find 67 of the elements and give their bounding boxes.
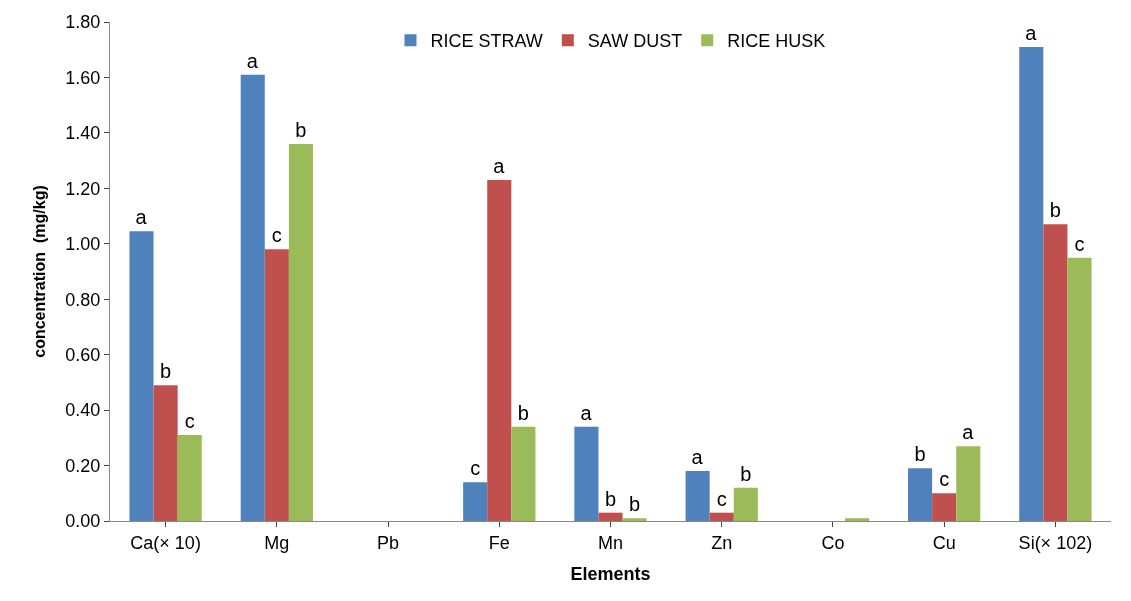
data-label: b [295,118,307,141]
data-label: b [517,401,529,424]
x-tick-label: Zn [711,532,733,553]
legend-label: RICE STRAW [430,31,543,52]
data-label: a [135,206,148,229]
bar [1067,257,1092,521]
bar [288,143,313,521]
x-tick-label: Mn [597,532,624,553]
bar [844,518,870,521]
x-tick-label: Cu [932,532,956,553]
y-tick-label: 0.80 [65,289,101,310]
bar [177,435,202,521]
bar [511,426,536,521]
y-tick-label: 0.60 [65,344,101,365]
y-tick-label: 0.40 [65,400,101,421]
y-tick-label: 0.20 [65,455,101,476]
bar [932,493,957,521]
legend-label: RICE HUSK [727,31,826,52]
data-label: a [580,401,593,424]
bar [129,231,154,521]
y-tick-label: 1.20 [65,178,101,199]
data-label: a [246,49,259,72]
x-tick-label: Si(× 102) [1018,532,1093,553]
y-axis-title: concentration (mg/kg) [31,185,49,358]
data-label: c [939,468,950,491]
data-label: c [470,457,481,480]
bar [487,180,512,521]
x-tick-label: Ca(× 10) [130,532,201,553]
data-label: c [271,224,282,247]
data-label: b [1049,199,1061,222]
bar [733,487,758,521]
data-label: a [691,446,704,469]
y-tick-label: 1.00 [65,234,101,255]
bar [1043,224,1068,521]
data-label: b [604,487,617,510]
data-label: b [914,443,926,466]
bar [622,518,647,521]
legend-label: SAW DUST [587,31,683,52]
bar [153,385,178,521]
bar [1019,46,1044,521]
data-label: b [740,462,752,485]
x-axis-title: Elements [570,563,651,584]
y-tick-label: 1.60 [65,67,101,88]
bar [463,482,488,521]
x-tick-label: Co [821,532,845,553]
data-label: b [629,493,641,516]
y-tick-label: 0.00 [65,511,101,532]
y-tick-label: 1.40 [65,123,101,144]
x-tick-label: Fe [488,532,510,553]
data-label: c [184,410,195,433]
bar [574,426,599,521]
data-label: b [160,360,172,383]
data-label: a [1025,21,1038,44]
bar [908,468,933,521]
bar [685,471,710,521]
bar [264,249,289,521]
data-label: c [716,487,727,510]
x-tick-label: Mg [264,532,290,553]
data-label: a [962,421,975,444]
bar [709,512,734,521]
bar [598,512,623,521]
x-tick-label: Pb [377,532,400,553]
data-label: a [493,155,506,178]
bar [956,446,981,521]
bar [240,74,265,521]
data-label: c [1074,232,1085,255]
y-tick-label: 1.80 [65,12,101,33]
